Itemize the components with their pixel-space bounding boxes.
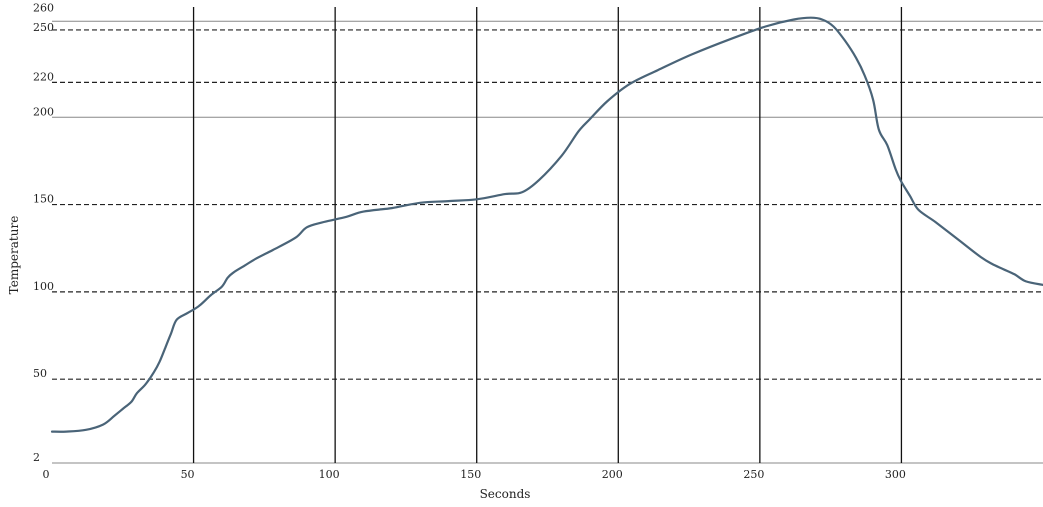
x-tick-label: 250 (743, 468, 764, 481)
x-tick-label: 50 (181, 468, 195, 481)
x-tick-label: 0 (43, 468, 50, 481)
y-tick-label: 100 (33, 280, 54, 293)
x-tick-label: 150 (460, 468, 481, 481)
x-tick-label: 100 (319, 468, 340, 481)
y-tick-label: 200 (33, 105, 54, 118)
y-tick-label: 150 (33, 193, 54, 206)
series-layer (50, 16, 1043, 433)
y-tick-label: 260 (33, 1, 54, 14)
y-tick-label: 250 (33, 21, 54, 34)
temperature-series-line (50, 16, 1043, 433)
grid (52, 7, 1043, 464)
x-tick-label: 200 (602, 468, 623, 481)
x-tick-label: 300 (885, 468, 906, 481)
y-tick-label: 50 (33, 367, 47, 380)
y-axis-label: Temperature (7, 216, 21, 295)
y-tick-label: 220 (33, 70, 54, 83)
x-axis-label: Seconds (480, 487, 531, 501)
y-tick-label: 2 (33, 451, 40, 464)
